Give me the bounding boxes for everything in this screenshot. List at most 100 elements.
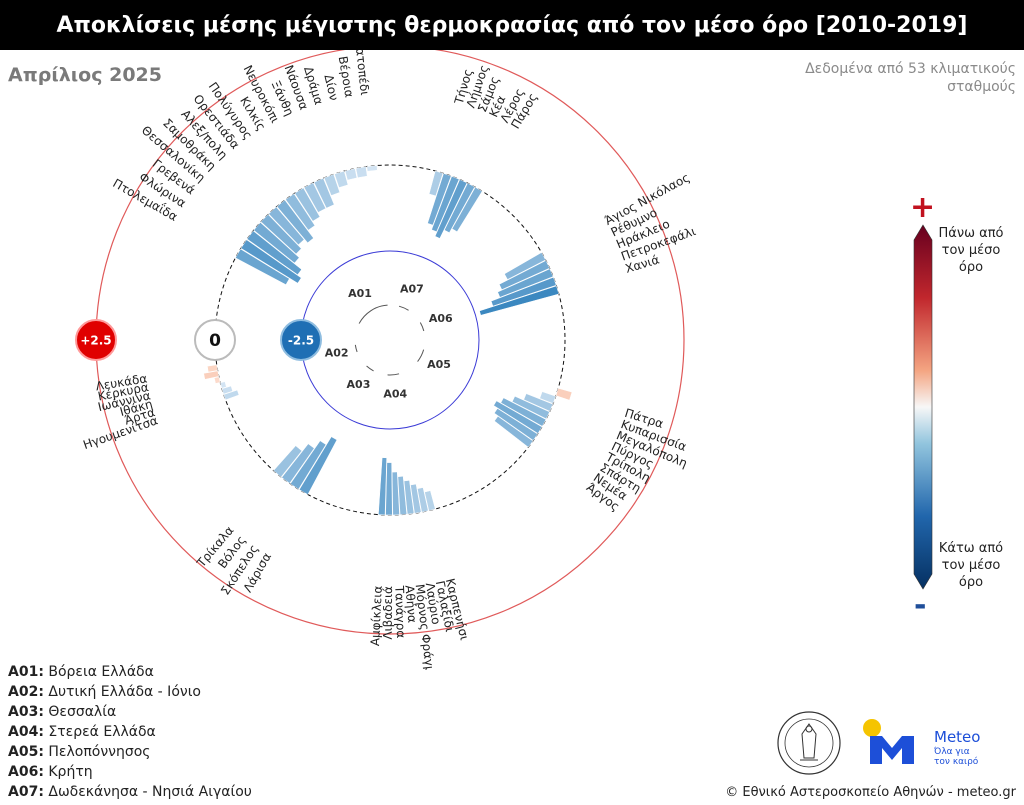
bar-Ορεστιάδα xyxy=(276,199,314,244)
bar-Τήνος xyxy=(428,170,444,197)
bar-Δράμα xyxy=(334,170,349,188)
bar-Σπάρτη xyxy=(493,400,543,434)
bar-Βόλος xyxy=(281,443,315,484)
station-label: Δίον xyxy=(321,73,341,102)
bar-Νευροκόπι xyxy=(303,182,327,213)
group-code-A05: A05 xyxy=(427,358,451,371)
bar-Μεγαλόπολη xyxy=(523,393,554,412)
bar-Ιθάκη xyxy=(220,381,227,389)
group-arc-A06 xyxy=(419,322,425,332)
bar-Γρεβενά xyxy=(246,230,302,276)
bar-Λέρος xyxy=(444,182,476,234)
ring-marker xyxy=(280,319,322,361)
chart-title: Αποκλίσεις μέσης μέγιστης θερμοκρασίας α… xyxy=(0,0,1024,50)
bar-Πάρος xyxy=(451,186,483,233)
bar-Θεσσαλονίκη xyxy=(253,222,300,264)
ring-marker-label: -2.5 xyxy=(288,334,314,348)
bar-Πάτρα xyxy=(555,387,573,401)
bar-Σκόπελος xyxy=(289,440,327,490)
circular-bar-chart: ΠτολεμαΐδαΦλώριναΓρεβενάΘεσσαλονίκηΣαμοθ… xyxy=(75,50,698,670)
bar-Ιωάννινα xyxy=(213,376,221,384)
ring-marker-label: 0 xyxy=(209,331,221,351)
meteo-logo: Meteo Όλα για τον καιρό xyxy=(862,716,1002,768)
bar-Λαύριο xyxy=(410,483,422,514)
legend-item: A07: Δωδεκάνησα - Νησιά Αιγαίου xyxy=(8,784,252,800)
bar-Τρίπολη xyxy=(500,397,547,427)
bar-Βέροια xyxy=(355,166,368,178)
group-code-A03: A03 xyxy=(347,378,371,391)
observatory-seal-logo xyxy=(777,711,841,775)
bar-Κέα xyxy=(434,179,468,239)
ring-marker-label: +2.5 xyxy=(80,334,111,348)
month-label: Απρίλιος 2025 xyxy=(8,64,162,86)
meteo-logo-tagline: Όλα για τον καιρό xyxy=(934,747,979,767)
station-label: Βατοπέδι xyxy=(352,50,372,96)
colorbar-bottom-label: Κάτω από τον μέσο όρο xyxy=(938,541,1004,590)
legend-item: A02: Δυτική Ελλάδα - Ιόνιο xyxy=(8,684,202,700)
bar-Μόρνος Φράγμα xyxy=(403,480,415,515)
colorbar-top-label: Πάνω από τον μέσο όρο xyxy=(938,226,1004,275)
bar-Πετροκεφάλι xyxy=(490,276,557,307)
region-legend: A01: Βόρεια Ελλάδα A02: Δυτική Ελλάδα - … xyxy=(8,662,252,802)
bar-Λευκάδα xyxy=(207,364,218,373)
bar-Πολύγυρος xyxy=(285,193,316,231)
bar-Νάουσα xyxy=(323,174,341,196)
bar-Καρπενήσι xyxy=(424,490,436,511)
legend-item: A06: Κρήτη xyxy=(8,764,93,780)
station-label: Αθήνα xyxy=(402,585,419,624)
ring-marker xyxy=(75,319,117,361)
bar-Άργος xyxy=(494,415,534,448)
bar-Αθήνα xyxy=(397,476,408,515)
bar-Άγιος Νικόλαος xyxy=(504,252,546,280)
bar-Πτολεμαΐδα xyxy=(235,248,290,285)
colorbar xyxy=(913,224,933,590)
bar-Πύργος xyxy=(511,395,550,420)
group-arc-A04 xyxy=(387,373,400,376)
bar-Άρτα xyxy=(221,385,233,395)
bar-Αλεξ/πολη xyxy=(268,206,305,246)
bar-Ηράκλειο xyxy=(497,268,554,298)
group-arc-A01 xyxy=(358,304,388,324)
legend-item: A04: Στερεά Ελλάδα xyxy=(8,724,156,740)
bar-Αμφίκλεια xyxy=(378,457,387,516)
group-code-A04: A04 xyxy=(383,388,407,401)
group-arc-A07 xyxy=(398,305,409,311)
bar-Ηγουμενίτσα xyxy=(223,389,240,401)
bar-Γαλαξίδι xyxy=(417,487,429,513)
colorbar-plus-sign: + xyxy=(910,190,936,225)
group-code-A06: A06 xyxy=(429,312,453,325)
bar-Λιβαδειά xyxy=(385,462,393,516)
bar-Σάμος xyxy=(431,175,460,233)
bar-Ρέθυμνο xyxy=(498,260,550,290)
bar-Τρίκαλα xyxy=(273,445,303,478)
bar-Κέρκυρα xyxy=(203,370,220,380)
colorbar-minus-sign: - xyxy=(914,588,927,623)
bar-Λήμνος xyxy=(427,173,452,226)
bar-Ξάνθη xyxy=(313,177,335,209)
bar-Λάρισα xyxy=(298,436,338,495)
legend-item: A05: Πελοπόννησος xyxy=(8,744,151,760)
bar-Χανιά xyxy=(479,285,560,316)
bar-Τανάγρα xyxy=(391,471,400,516)
group-code-A01: A01 xyxy=(348,287,372,300)
station-label: Βέροια xyxy=(336,55,357,98)
bar-Βατοπέδι xyxy=(366,165,378,172)
ring-marker xyxy=(194,319,236,361)
legend-item: A01: Βόρεια Ελλάδα xyxy=(8,664,154,680)
bar-Δίον xyxy=(344,168,358,181)
group-code-A02: A02 xyxy=(325,346,349,359)
station-label: Τανάγρα xyxy=(392,585,408,639)
bar-Φλώρινα xyxy=(240,239,302,284)
copyright: © Εθνικό Αστεροσκοπείο Αθηνών - meteo.gr xyxy=(725,785,1016,800)
group-code-A07: A07 xyxy=(400,283,424,296)
group-arc-A03 xyxy=(366,365,374,372)
bar-Νεμέα xyxy=(493,408,538,441)
data-source-note: Δεδομένα από 53 κλιματικούς σταθμούς xyxy=(805,61,1016,95)
station-label: Λαύριο xyxy=(423,582,444,626)
bar-Κυπαρισσία xyxy=(539,391,557,404)
group-arc-A02 xyxy=(354,344,358,353)
bar-Κιλκίς xyxy=(294,187,321,222)
inner-ring-minus xyxy=(300,250,480,430)
group-arc-A05 xyxy=(417,349,425,362)
station-label: Αμφίκλεια xyxy=(368,585,385,646)
